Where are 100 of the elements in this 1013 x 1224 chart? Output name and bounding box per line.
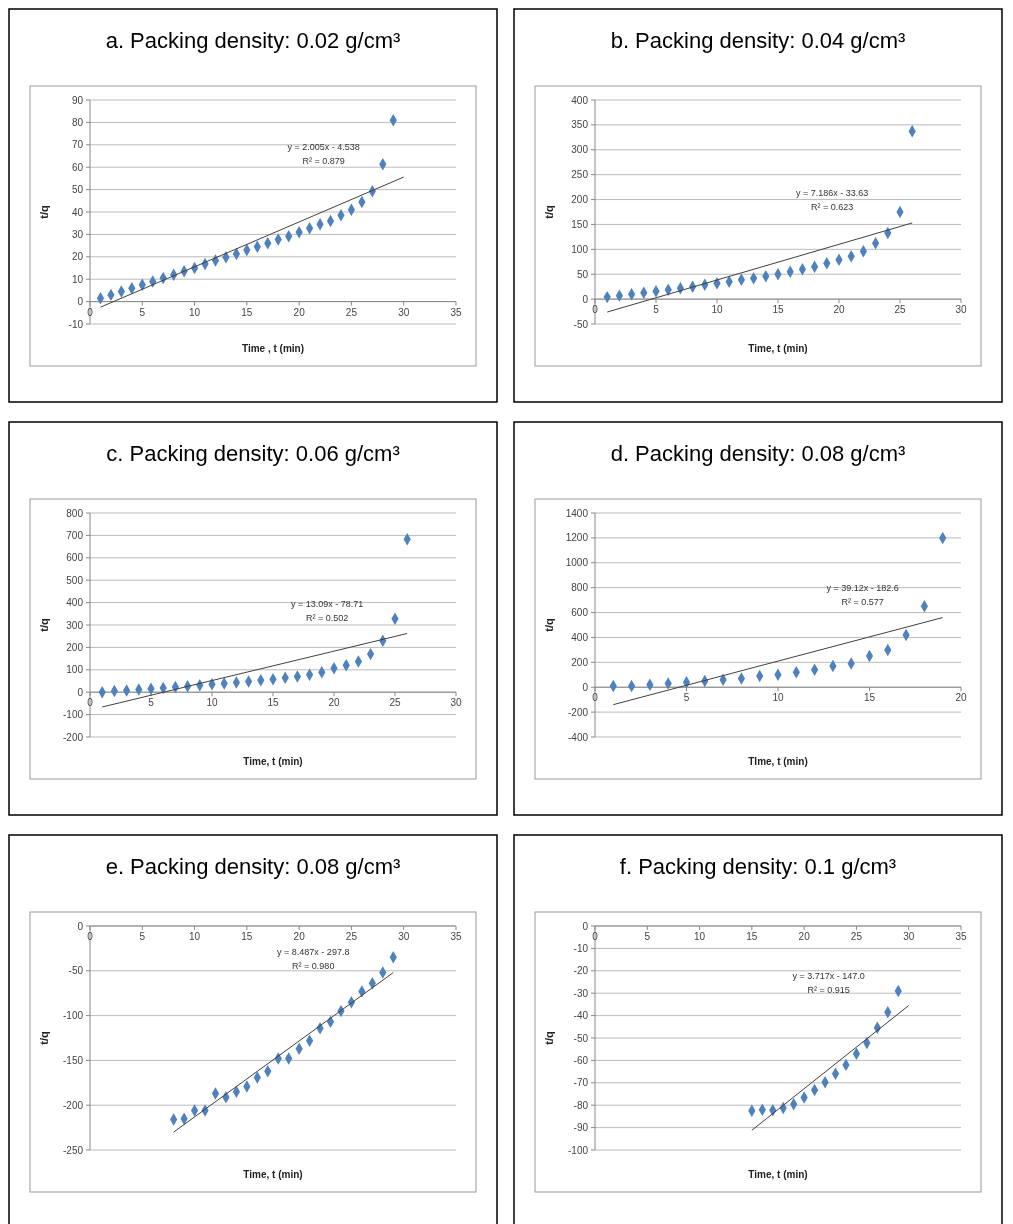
x-tick-label: 25 [345,931,358,942]
y-tick-label: 350 [571,119,589,131]
y-tick-label: 20 [71,251,84,263]
y-axis-title: t/q [38,205,50,219]
x-tick-label: 30 [398,931,410,942]
y-tick-label: 700 [66,529,84,541]
x-axis-title: TIme, t (min) [748,756,808,767]
chart-title: d. Packing density: 0.08 g/cm³ [610,441,906,466]
x-tick-label: 5 [653,304,660,316]
y-tick-label: -200 [567,706,589,718]
annotation: R² = 0.577 [841,596,884,607]
y-tick-label: 100 [66,664,84,676]
y-tick-label: 800 [571,582,589,594]
annotation: y = 2.005x - 4.538 [287,142,360,153]
x-axis-title: Time, t (min) [748,1169,808,1180]
y-tick-label: -10 [573,942,589,954]
annotation: R² = 0.879 [302,156,345,167]
y-tick-label: 1400 [565,507,589,519]
y-tick-label: -100 [62,709,84,721]
y-tick-label: -50 [573,1032,589,1044]
y-axis-title: t/q [543,205,555,219]
y-tick-label: 60 [71,161,84,173]
y-tick-label: 400 [66,597,84,609]
annotation: y = 8.487x - 297.8 [277,947,350,958]
y-tick-label: -80 [573,1099,589,1111]
y-tick-label: 50 [71,184,84,196]
chart-title: c. Packing density: 0.06 g/cm³ [106,441,400,466]
y-tick-label: -100 [62,1010,84,1022]
x-tick-label: 25 [389,697,401,709]
x-tick-label: 35 [450,931,462,942]
x-tick-label: 15 [267,697,279,709]
y-tick-label: -400 [567,731,589,743]
annotation: y = 7.186x - 33.63 [796,188,869,199]
x-tick-label: 15 [241,306,253,318]
x-tick-label: 0 [592,304,599,316]
x-tick-label: 10 [206,697,218,709]
x-tick-label: 25 [894,304,906,316]
y-tick-label: -250 [62,1144,84,1156]
y-tick-label: -10 [68,318,84,330]
y-tick-label: -30 [573,987,589,999]
y-tick-label: -70 [573,1077,589,1089]
y-tick-label: 0 [582,920,589,932]
x-tick-label: 15 [746,931,758,942]
x-axis-title: Time, t (min) [243,1169,303,1180]
y-tick-label: 1000 [565,557,589,569]
x-tick-label: 5 [644,931,651,942]
y-axis-title: t/q [543,618,555,632]
y-tick-label: 300 [66,619,84,631]
y-tick-label: -50 [68,965,84,977]
x-tick-label: 0 [87,931,94,942]
y-tick-label: 30 [71,228,84,240]
y-tick-label: 50 [576,268,589,280]
y-tick-label: -20 [573,965,589,977]
y-tick-label: -200 [62,1099,84,1111]
x-tick-label: 35 [450,306,462,318]
annotation: R² = 0.502 [306,612,349,623]
x-tick-label: 10 [189,306,201,318]
annotation: y = 39.12x - 182.6 [826,582,899,593]
y-tick-label: -200 [62,731,84,743]
x-tick-label: 20 [293,306,306,318]
chart-title: b. Packing density: 0.04 g/cm³ [610,28,906,53]
y-tick-label: -90 [573,1122,589,1134]
x-tick-label: 10 [189,931,201,942]
x-tick-label: 30 [955,304,967,316]
x-axis-title: Time, t (min) [748,343,808,354]
y-tick-label: 0 [582,681,589,693]
x-tick-label: 25 [345,306,358,318]
annotation: y = 13.09x - 78.71 [291,598,364,609]
x-tick-label: 30 [903,931,915,942]
x-tick-label: 5 [148,697,155,709]
x-axis-title: Time , t (min) [241,343,305,354]
y-tick-label: 400 [571,631,589,643]
y-tick-label: -150 [62,1054,84,1066]
y-tick-label: 1200 [565,532,589,544]
y-tick-label: 200 [571,656,589,668]
x-tick-label: 35 [955,931,967,942]
y-tick-label: 600 [571,607,589,619]
y-tick-label: -40 [573,1010,589,1022]
y-tick-label: -60 [573,1054,589,1066]
y-tick-label: 200 [571,194,589,206]
annotation: R² = 0.980 [292,961,335,972]
x-tick-label: 30 [398,306,410,318]
y-tick-label: 400 [571,94,589,106]
y-tick-label: -50 [573,318,589,330]
x-tick-label: 25 [850,931,863,942]
chart-title: a. Packing density: 0.02 g/cm³ [105,28,401,53]
chart-title: f. Packing density: 0.1 g/cm³ [619,854,897,879]
annotation: R² = 0.623 [811,202,854,213]
x-tick-label: 0 [87,306,94,318]
y-tick-label: 10 [71,273,84,285]
y-tick-label: 70 [71,139,84,151]
x-tick-label: 10 [694,931,706,942]
x-tick-label: 30 [450,697,462,709]
y-tick-label: 100 [571,243,589,255]
y-axis-title: t/q [543,1031,555,1045]
y-axis-title: t/q [38,1031,50,1045]
x-tick-label: 5 [139,306,146,318]
x-tick-label: 20 [955,692,967,704]
y-tick-label: 150 [571,218,589,230]
y-tick-label: 0 [77,296,84,308]
